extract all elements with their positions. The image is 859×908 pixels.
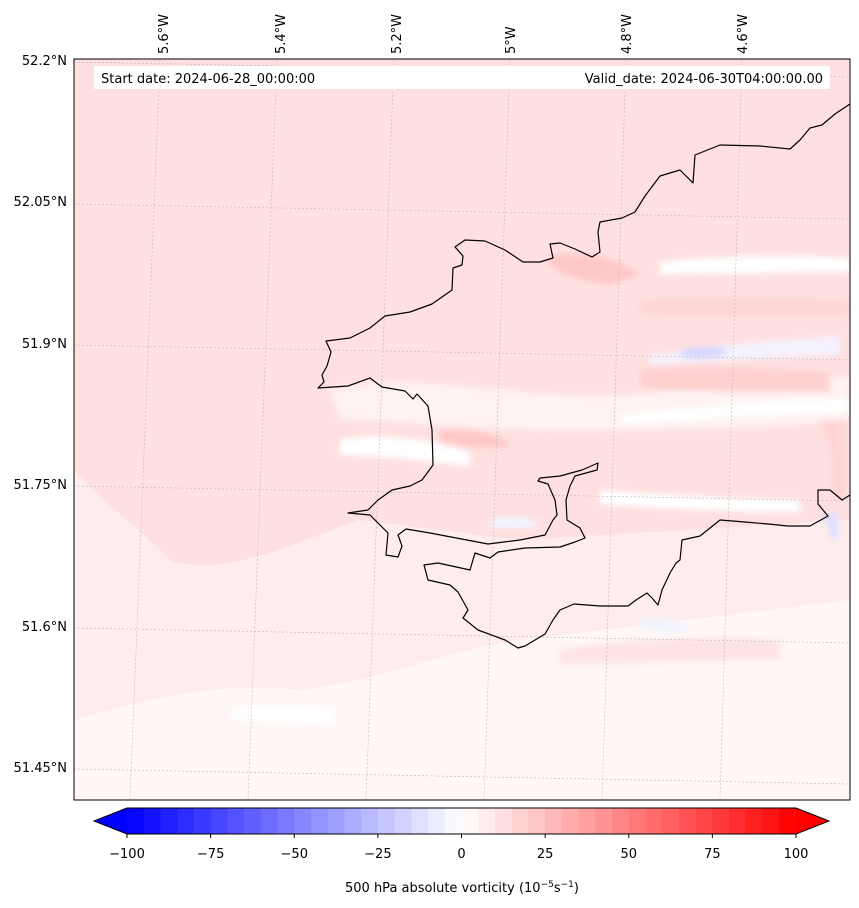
valid-date-label: Valid_date: 2024-06-30T04:00:00.00 xyxy=(585,72,823,87)
colorbar-tick-label: −25 xyxy=(364,847,391,862)
colorbar-label: 500 hPa absolute vorticity (10−5s−1) xyxy=(345,880,579,896)
colorbar-cell xyxy=(344,808,362,834)
colorbar-cell xyxy=(612,808,630,834)
lon-label: 5.6°W xyxy=(157,14,172,54)
colorbar-cell xyxy=(595,808,613,834)
colorbar-cell xyxy=(428,808,446,834)
lon-label: 5.2°W xyxy=(390,14,405,54)
lon-labels: 5.6°W 5.4°W 5.2°W 5°W 4.8°W 4.6°W xyxy=(157,14,751,54)
gridlines xyxy=(74,59,850,800)
colorbar-cell xyxy=(277,808,295,834)
colorbar-cell xyxy=(645,808,663,834)
colorbar-cell xyxy=(662,808,680,834)
map-panel xyxy=(74,59,850,800)
colorbar-cell xyxy=(411,808,429,834)
coastline xyxy=(317,103,850,649)
map-frame xyxy=(73,58,851,801)
colorbar-tick-label: −75 xyxy=(197,847,224,862)
colorbar-cell xyxy=(227,808,245,834)
date-labels: Start date: 2024-06-28_00:00:00 Valid_da… xyxy=(94,66,830,89)
colorbar-extend-max xyxy=(796,808,829,834)
colorbar-cell xyxy=(695,808,713,834)
colorbar-tick-label: 25 xyxy=(537,847,554,862)
colorbar-cell xyxy=(444,808,463,834)
colorbar-cell xyxy=(578,808,596,834)
colorbar-cell xyxy=(244,808,262,834)
lat-label: 51.6°N xyxy=(22,620,67,635)
colorbar-tick-label: −50 xyxy=(281,847,308,862)
colorbar-tick-label: 100 xyxy=(784,847,809,862)
colorbar-cell xyxy=(494,808,513,834)
colorbar: −100 −75 −50 −25 0 25 50 75 100 500 hPa absolute… xyxy=(92,807,831,896)
lon-label: 5.4°W xyxy=(274,14,289,54)
colorbar-tick-label: −100 xyxy=(109,847,145,862)
colorbar-cell xyxy=(193,808,212,834)
colorbar-cell xyxy=(127,808,145,834)
lat-label: 51.9°N xyxy=(22,337,67,352)
colorbar-cell xyxy=(361,808,379,834)
colorbar-cell xyxy=(628,808,647,834)
colorbar-extend-min xyxy=(94,808,127,834)
colorbar-cell xyxy=(177,808,195,834)
colorbar-cell xyxy=(762,808,780,834)
lon-label: 5°W xyxy=(504,26,519,54)
lat-label: 52.05°N xyxy=(14,195,67,210)
colorbar-cell xyxy=(394,808,412,834)
colorbar-cell xyxy=(478,808,496,834)
colorbar-cell xyxy=(729,808,747,834)
colorbar-cell xyxy=(511,808,530,834)
colorbar-cell xyxy=(160,808,178,834)
colorbar-cell xyxy=(461,808,479,834)
colorbar-cell xyxy=(294,808,312,834)
lat-labels: 52.2°N 52.05°N 51.9°N 51.75°N 51.6°N 51.… xyxy=(14,54,67,776)
colorbar-cell xyxy=(310,808,329,834)
vorticity-bands xyxy=(230,253,850,724)
lat-label: 51.45°N xyxy=(14,761,67,776)
lat-label: 51.75°N xyxy=(14,478,67,493)
colorbar-tick-label: 75 xyxy=(704,847,721,862)
lat-label: 52.2°N xyxy=(22,54,67,69)
colorbar-cell xyxy=(745,808,764,834)
colorbar-cell xyxy=(143,808,162,834)
start-date-label: Start date: 2024-06-28_00:00:00 xyxy=(101,72,315,87)
colorbar-cells xyxy=(127,808,797,834)
colorbar-cell xyxy=(545,808,563,834)
colorbar-tick-label: 0 xyxy=(457,847,465,862)
colorbar-cell xyxy=(528,808,546,834)
colorbar-cell xyxy=(327,808,346,834)
colorbar-ticks: −100 −75 −50 −25 0 25 50 75 100 xyxy=(109,834,808,862)
lon-label: 4.6°W xyxy=(736,14,751,54)
colorbar-cell xyxy=(561,808,580,834)
colorbar-cell xyxy=(210,808,228,834)
colorbar-cell xyxy=(712,808,730,834)
colorbar-cell xyxy=(260,808,279,834)
colorbar-cell xyxy=(377,808,396,834)
colorbar-tick-label: 50 xyxy=(620,847,637,862)
colorbar-cell xyxy=(779,808,797,834)
lon-label: 4.8°W xyxy=(620,14,635,54)
colorbar-cell xyxy=(678,808,697,834)
